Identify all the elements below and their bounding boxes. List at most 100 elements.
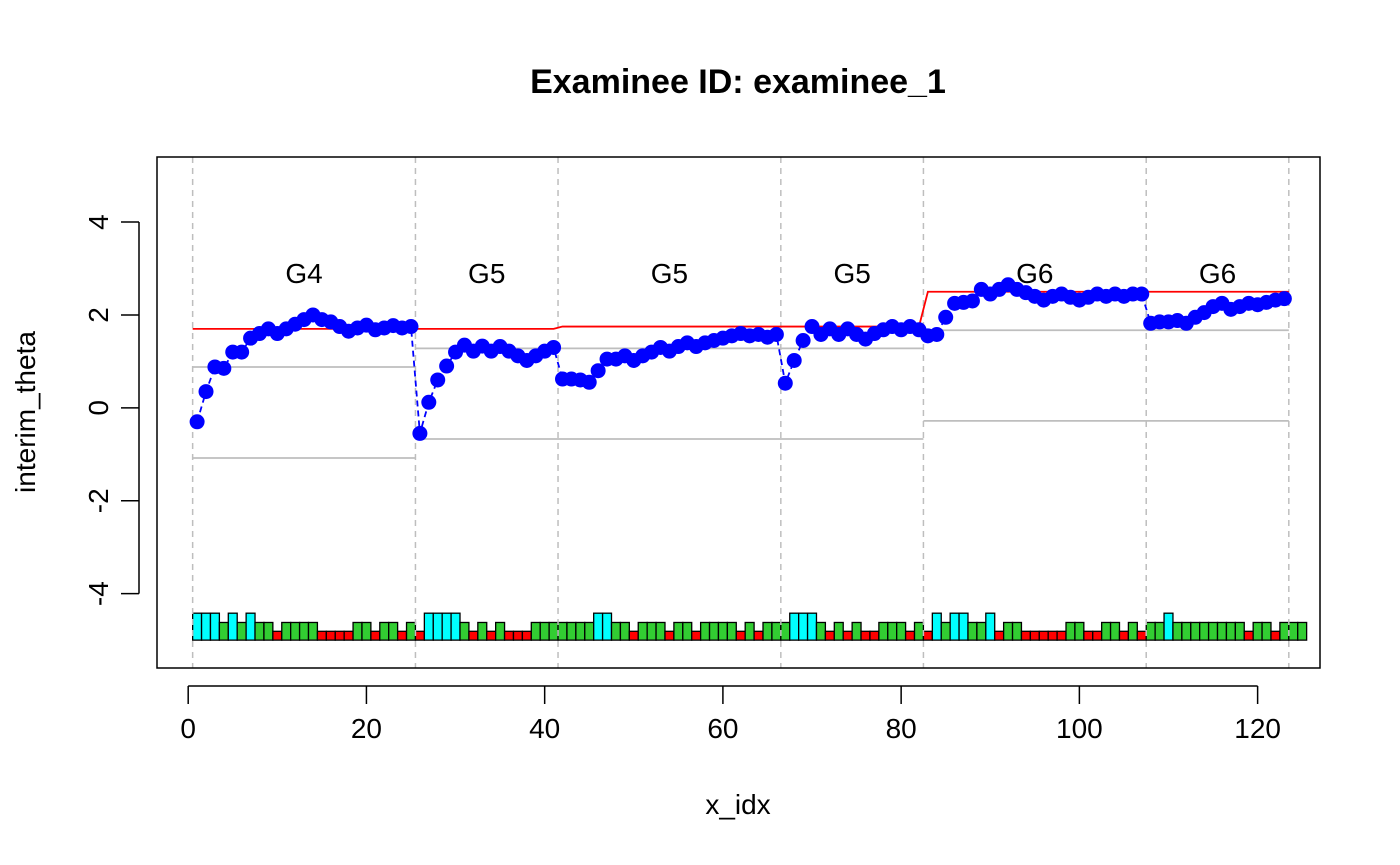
response-bar-correct [1101,621,1112,641]
x-tick-label: 80 [886,713,917,744]
response-bar-highlight [200,612,212,641]
response-bar-correct [744,621,755,641]
y-tick-label: 0 [83,400,114,416]
response-bar-correct [1154,621,1165,641]
response-bar-incorrect [272,630,283,641]
response-bar-correct [254,621,265,641]
response-bar-highlight [450,612,461,641]
theta-point [403,319,419,335]
theta-point [581,374,597,390]
response-bar-correct [940,621,951,641]
response-bar-incorrect [922,630,933,641]
response-bar-incorrect [1136,630,1147,641]
response-bar-correct [281,621,292,641]
response-bar-incorrect [753,630,764,641]
response-bar-correct [298,621,310,641]
response-bar-correct [539,621,550,641]
response-bar-correct [1145,621,1156,641]
response-bar-correct [887,621,898,641]
theta-point [234,344,250,360]
response-bar-incorrect [503,630,515,641]
response-bar-correct [1065,621,1076,641]
response-bar-incorrect [1056,630,1067,641]
response-bar-highlight [806,612,818,641]
response-bar-correct [307,621,319,641]
response-bar-correct [352,621,363,641]
response-bar-correct [379,621,390,641]
x-tick-label: 100 [1056,713,1103,744]
response-bar-incorrect [1092,630,1103,641]
response-bar-incorrect [1243,630,1254,641]
x-tick-label: 120 [1234,713,1281,744]
response-bar-incorrect [334,630,345,641]
module-labels: G4 G5 G5 G5 G6 G6 [285,258,1236,289]
response-bar-correct [762,621,773,641]
response-bar-highlight [191,612,203,641]
theta-point [189,414,205,430]
response-bar-highlight [949,612,960,641]
response-bar-correct [967,621,978,641]
gray-reference-lines [192,329,1289,459]
response-bar-correct [913,621,925,641]
response-bar-highlight [441,612,452,641]
theta-point [786,352,802,368]
response-bar-correct [1002,621,1014,641]
response-bar-correct [1225,621,1236,641]
x-axis: 0 20 40 60 80 100 120 [180,685,1281,744]
response-bar-correct [726,621,737,641]
x-tick-label: 20 [351,713,382,744]
response-bar-incorrect [396,630,408,641]
response-bar-correct [1261,621,1272,641]
response-bar-correct [1297,621,1308,641]
theta-point [938,309,954,325]
response-bar-incorrect [664,630,675,641]
response-bar-incorrect [824,630,835,641]
response-bar-highlight [931,612,942,641]
response-bar-correct [1181,621,1192,641]
response-bar-incorrect [860,630,871,641]
response-bar-correct [290,621,301,641]
response-bar-incorrect [1083,630,1094,641]
response-bar-correct [771,621,782,641]
theta-dashed-line [196,283,1285,434]
y-tick-label: -4 [83,581,114,606]
response-bar-correct [1288,621,1299,641]
response-bar-correct [619,621,630,641]
response-bar-correct [610,621,622,641]
response-bar-incorrect [370,630,381,641]
response-bar-incorrect [1020,630,1032,641]
module-label: G4 [285,258,322,289]
response-bar-highlight [601,612,613,641]
response-bar-correct [655,621,666,641]
response-bar-correct [815,621,827,641]
response-bar-incorrect [869,630,880,641]
response-bars [191,612,1308,641]
theta-point [777,375,793,391]
response-bar-highlight [593,612,604,641]
response-bar-incorrect [1038,630,1049,641]
x-tick-label: 0 [180,713,196,744]
response-bar-correct [1127,621,1138,641]
response-bar-correct [708,621,720,641]
response-bar-incorrect [1118,630,1130,641]
response-bar-highlight [227,612,238,641]
response-bar-correct [1074,621,1085,641]
response-bar-correct [1172,621,1183,641]
response-bar-correct [584,621,595,641]
theta-point [590,363,606,379]
response-bar-incorrect [486,630,497,641]
module-boundaries [191,157,1290,668]
response-bar-incorrect [521,630,532,641]
response-bar-incorrect [735,630,746,641]
response-bar-correct [1279,621,1290,641]
theta-point [768,326,784,342]
response-bar-correct [388,621,399,641]
response-bar-correct [896,621,907,641]
response-bar-incorrect [1029,630,1040,641]
response-bar-correct [575,621,586,641]
response-bar-highlight [798,612,809,641]
response-bar-incorrect [512,630,524,641]
theta-point [1276,291,1292,307]
response-bar-correct [637,621,648,641]
response-bar-highlight [423,612,434,641]
